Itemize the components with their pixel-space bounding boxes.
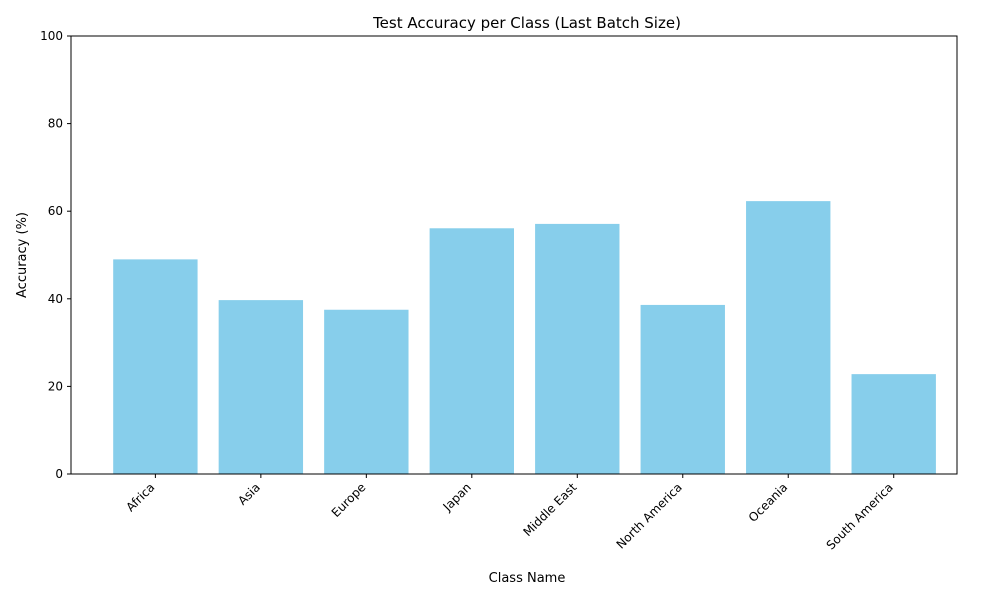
x-tick-label: North America: [614, 480, 685, 551]
x-tick-label: Oceania: [746, 480, 791, 525]
x-axis-label: Class Name: [489, 571, 566, 586]
x-tick-label: Asia: [235, 480, 263, 508]
y-tick-label: 80: [48, 117, 63, 131]
bar-japan: [429, 228, 514, 474]
bars-layer: [113, 201, 936, 474]
y-tick-label: 100: [40, 29, 63, 43]
bar-middle-east: [535, 223, 620, 474]
x-tick-label: Middle East: [520, 480, 579, 539]
x-tick-label: Japan: [440, 480, 474, 514]
chart-title: Test Accuracy per Class (Last Batch Size…: [372, 14, 681, 32]
x-tick-label: South America: [824, 480, 896, 552]
x-tick-label: Europe: [329, 480, 369, 520]
bar-africa: [113, 259, 198, 474]
bar-europe: [324, 309, 409, 474]
bar-north-america: [640, 304, 725, 474]
y-axis: 0 20 40 60 80 100: [40, 29, 71, 481]
x-axis: Africa Asia Europe Japan Middle East North Am…: [123, 474, 896, 552]
y-tick-label: 20: [48, 379, 63, 393]
y-tick-label: 0: [55, 467, 63, 481]
y-tick-label: 40: [48, 292, 63, 306]
y-axis-label: Accuracy (%): [15, 212, 30, 298]
plot-frame: [70, 35, 958, 475]
bar-asia: [218, 300, 304, 474]
bar-south-america: [851, 374, 936, 474]
x-tick-label: Africa: [123, 480, 157, 514]
bar-oceania: [746, 201, 831, 474]
y-tick-label: 60: [48, 204, 63, 218]
